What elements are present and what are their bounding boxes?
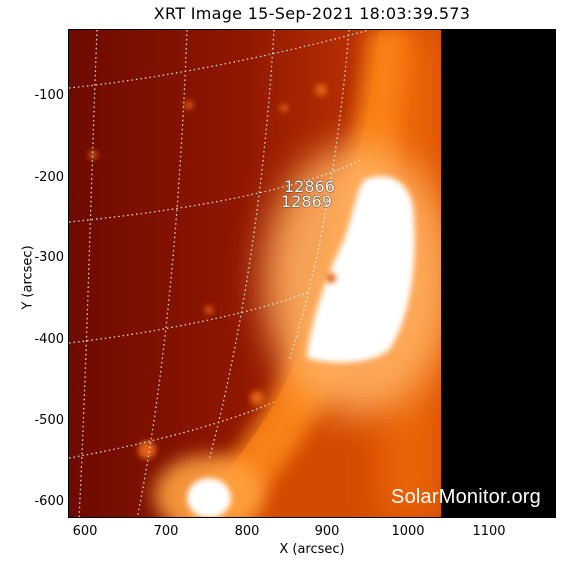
bright-points — [89, 84, 336, 459]
no-data-region — [441, 30, 555, 517]
y-tick-label: -400 — [34, 332, 64, 347]
x-tick-label: 600 — [72, 524, 98, 539]
heliographic-grid — [69, 30, 370, 517]
y-tick-label: -300 — [34, 250, 64, 265]
flare-core — [307, 176, 415, 363]
y-tick-label: -200 — [34, 170, 64, 185]
y-tick-label: -100 — [34, 88, 64, 103]
solar-image-frame[interactable]: 12866 12869 SolarMonitor.org — [68, 29, 556, 518]
solar-image — [69, 30, 555, 517]
x-tick-label: 1000 — [391, 524, 425, 539]
watermark: SolarMonitor.org — [391, 486, 541, 508]
image-title: XRT Image 15-Sep-2021 18:03:39.573 — [153, 4, 471, 23]
solar-disk — [69, 30, 379, 517]
x-tick-label: 1100 — [472, 524, 506, 539]
x-axis-label: X (arcsec) — [279, 542, 345, 557]
y-tick-label: -600 — [34, 494, 64, 509]
y-axis-label: Y (arcsec) — [20, 245, 36, 310]
x-tick-label: 900 — [314, 524, 340, 539]
active-region-label: 12866 — [284, 177, 335, 196]
x-tick-label: 700 — [153, 524, 179, 539]
x-tick-label: 800 — [234, 524, 260, 539]
y-tick-label: -500 — [34, 413, 64, 428]
lower-source-core — [187, 478, 231, 517]
active-region-label: 12869 — [281, 192, 332, 211]
